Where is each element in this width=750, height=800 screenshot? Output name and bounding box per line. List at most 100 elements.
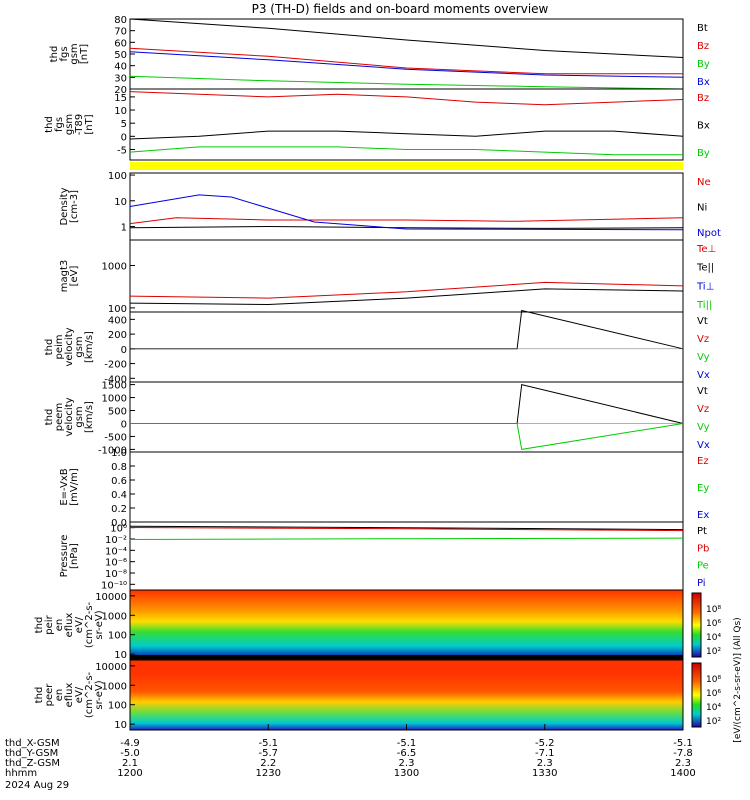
y-tick-label: 5 [121, 119, 127, 130]
xaxis-value: 2.1 [122, 758, 138, 769]
legend-Bz: Bz [697, 93, 709, 104]
xaxis-value: 2.3 [675, 758, 691, 769]
series-Pe [129, 537, 684, 540]
y-tick-label: 200 [108, 330, 127, 341]
y-axis-label: thd [34, 617, 45, 634]
xaxis-value: 1400 [670, 768, 695, 779]
y-axis-label: [mV/m] [69, 468, 80, 506]
legend-Bz: Bz [697, 41, 709, 52]
y-tick-label: 0.2 [111, 504, 127, 515]
series-Bx [129, 51, 684, 78]
y-tick-label: 50 [114, 50, 127, 61]
colorbar-tick: 10⁶ [706, 689, 721, 699]
series-Bz [129, 91, 684, 106]
xaxis-value: -7.8 [673, 748, 693, 759]
xaxis-value: -5.1 [673, 738, 693, 749]
legend-Vz: Vz [697, 404, 709, 415]
colorbar-top [691, 592, 702, 658]
y-tick-label: 0 [121, 419, 127, 430]
series-Te⊥ [129, 281, 684, 299]
y-axis-label: velocity [64, 397, 75, 436]
y-axis-label: [km/s] [84, 331, 95, 363]
colorbar-tick: 10² [706, 717, 721, 727]
y-tick-label: 10 [114, 197, 127, 208]
plot-title: P3 (TH-D) fields and on-board moments ov… [252, 2, 549, 16]
colorbar-tick: 10⁶ [706, 619, 721, 629]
xaxis-row-label: thd_X-GSM [5, 738, 60, 749]
series-Vy [130, 423, 684, 450]
colorbar-tick: 10⁴ [706, 633, 721, 643]
xaxis-value: -5.2 [535, 738, 555, 749]
xaxis-row-label: thd_Y-GSM [5, 748, 58, 759]
series-Bx [129, 130, 684, 140]
y-tick-label: 80 [114, 15, 127, 26]
y-tick-label: 10⁰ [110, 524, 127, 535]
spectrogram-gap [130, 655, 683, 660]
series-By [129, 75, 684, 90]
y-axis-label: gsm [64, 114, 75, 135]
legend-Te||: Te|| [696, 263, 714, 274]
y-tick-label: 100 [108, 171, 127, 182]
panel-temperature: 100 1000 magt3 [eV] Te⊥ Te|| Ti⊥ Ti|| [59, 239, 716, 315]
xaxis-row-label: hhmm [5, 768, 37, 779]
spectrogram-peer_spec [130, 660, 683, 730]
legend-Bt: Bt [697, 23, 708, 34]
y-tick-label: 10⁻⁴ [105, 546, 127, 557]
legend-Ti||: Ti|| [696, 300, 712, 311]
series-Ni [129, 225, 684, 229]
series-Te|| [129, 288, 684, 306]
y-axis-label: fgs [54, 117, 65, 132]
y-tick-label: 1000 [102, 611, 127, 622]
y-axis-label: (cm^2-s- [84, 601, 95, 648]
xaxis-value: -5.7 [258, 748, 278, 759]
y-axis-label: peer [44, 683, 55, 707]
y-tick-label: -400 [104, 374, 127, 385]
y-tick-label: 20 [114, 85, 127, 96]
y-tick-label: 10 [114, 720, 127, 731]
xaxis-value: -5.1 [397, 738, 417, 749]
legend-Pe: Pe [697, 561, 709, 572]
y-tick-label: 10⁻² [105, 535, 127, 546]
y-axis-label: [eV] [69, 266, 80, 287]
legend-Vx: Vx [697, 440, 710, 451]
panel-efield: 0.0 0.2 0.4 0.6 0.8 1.0 E=-VxB [mV/m] Ez Ey Ex [59, 448, 709, 529]
colorbar-label: [eV/(cm^2-s-sr-eV)] (All Qs) [733, 617, 743, 742]
y-axis-label: eflux [64, 683, 75, 708]
legend-Vy: Vy [697, 352, 710, 363]
legend-Ex: Ex [697, 510, 709, 521]
y-axis-label: Density [59, 187, 70, 225]
y-axis-label: fgs [59, 46, 70, 61]
y-tick-label: 10000 [95, 662, 127, 673]
legend-Ni: Ni [697, 203, 707, 214]
y-axis-label: thd [44, 116, 55, 133]
legend-Ti⊥: Ti⊥ [696, 281, 714, 292]
legend-Ey: Ey [697, 483, 709, 494]
series-By [129, 146, 683, 156]
legend-Bx: Bx [697, 77, 710, 88]
y-axis-label: peir [44, 614, 55, 634]
xaxis-date: 2024 Aug 29 [5, 780, 69, 791]
y-axis-label: sr-eV) [94, 610, 105, 639]
series-Bz [129, 47, 683, 75]
panel-frame [129, 311, 684, 383]
xaxis-value: 1200 [117, 768, 142, 779]
y-axis-label: gsm [74, 406, 85, 427]
y-tick-label: 10⁻⁸ [105, 569, 127, 580]
legend-Vy: Vy [697, 422, 710, 433]
y-tick-label: -1000 [98, 445, 127, 456]
y-tick-label: 0 [121, 345, 127, 356]
xaxis-value: 1330 [532, 768, 557, 779]
y-axis-label: sr-eV) [94, 680, 105, 709]
legend-Pt: Pt [697, 526, 707, 537]
panel-peim_velocity: -400 -200 0 200 400 thd peim velocity gsm [km/s] V… [44, 309, 710, 385]
xaxis-value: -5.0 [120, 748, 140, 759]
xaxis-value: -4.9 [120, 738, 140, 749]
y-tick-label: -5 [117, 145, 127, 156]
legend-Pi: Pi [697, 578, 706, 589]
y-axis-label: [nPa] [69, 543, 80, 569]
y-tick-label: 100 [108, 701, 127, 712]
y-axis-label: [km/s] [84, 401, 95, 433]
y-axis-label: velocity [64, 327, 75, 366]
